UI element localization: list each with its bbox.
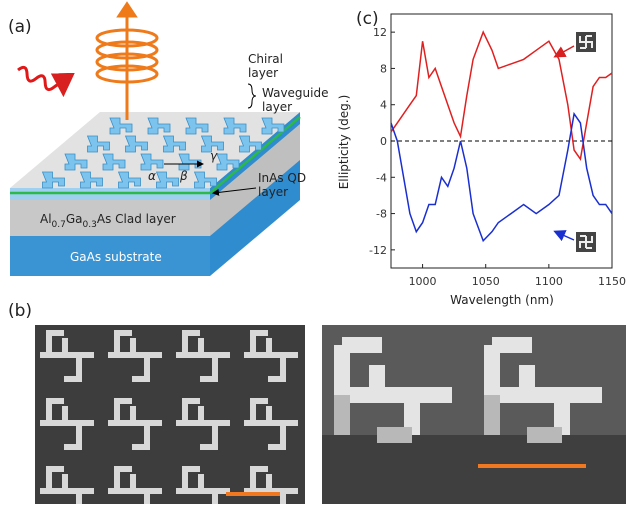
y-tick-label: 8	[380, 62, 387, 75]
chiral-element	[117, 171, 141, 189]
clad-label: Al0.7Ga0.3As Clad layer	[40, 212, 176, 230]
label: InAs QD layer	[258, 171, 306, 199]
chiral-element	[147, 117, 171, 135]
chiral-element	[223, 117, 247, 135]
chiral-layer	[41, 117, 285, 189]
x-tick-label: 1150	[598, 275, 626, 288]
angle: γ	[210, 149, 218, 163]
series-line	[390, 30, 613, 162]
chiral-element	[86, 135, 110, 153]
y-tick-label: -8	[376, 208, 387, 221]
sem-image	[35, 325, 305, 504]
x-tick-label: 1050	[472, 275, 500, 288]
label: Waveguide layer	[262, 86, 329, 114]
series-line	[390, 111, 613, 243]
chiral-element	[109, 117, 133, 135]
substrate-layer	[10, 236, 210, 276]
chiral-element	[102, 153, 126, 171]
incident-light	[17, 65, 75, 98]
y-tick-label: 4	[380, 99, 387, 112]
chiral-element	[185, 117, 209, 135]
panel-label: (a)	[8, 17, 32, 37]
chiral-element	[216, 153, 240, 171]
panel-c: (c) Wavelength (nm) Ellipticity (deg.) -…	[337, 9, 626, 307]
chiral-element	[155, 171, 179, 189]
pointer	[212, 187, 257, 196]
panel-a: (a) Chiral layer Waveguide layer InAs QD la…	[8, 1, 329, 276]
side-clad	[210, 124, 300, 236]
brace	[247, 83, 257, 109]
sem-image	[322, 325, 626, 504]
y-tick-label: 0	[380, 135, 387, 148]
legend-icon	[553, 32, 596, 252]
panel-b: (b)	[8, 301, 626, 504]
panel-label: (c)	[356, 9, 379, 29]
y-tick-label: -12	[369, 244, 387, 257]
y-tick-label: -4	[376, 171, 387, 184]
substrate-label: GaAs substrate	[70, 250, 162, 264]
panel-label: (b)	[8, 301, 32, 321]
chiral-element	[162, 135, 186, 153]
chiral-element	[41, 171, 65, 189]
chiral-element	[193, 171, 217, 189]
x-tick-label: 1000	[409, 275, 437, 288]
label: Chiral layer	[248, 52, 283, 80]
chiral-element	[79, 171, 103, 189]
x-tick-label: 1100	[535, 275, 563, 288]
chiral-element	[200, 135, 224, 153]
y-axis-label: Ellipticity (deg.)	[337, 95, 351, 190]
angle: α	[148, 169, 156, 183]
chiral-element	[140, 153, 164, 171]
qd-layer-side	[209, 116, 301, 194]
chiral-element	[238, 135, 262, 153]
x-axis-label: Wavelength (nm)	[450, 293, 554, 307]
chiral-element	[64, 153, 88, 171]
clad-layer	[10, 200, 210, 236]
y-tick-label: 12	[373, 26, 387, 39]
chiral-element	[261, 117, 285, 135]
angle: β	[179, 169, 188, 183]
chiral-element	[124, 135, 148, 153]
emission	[95, 1, 159, 120]
